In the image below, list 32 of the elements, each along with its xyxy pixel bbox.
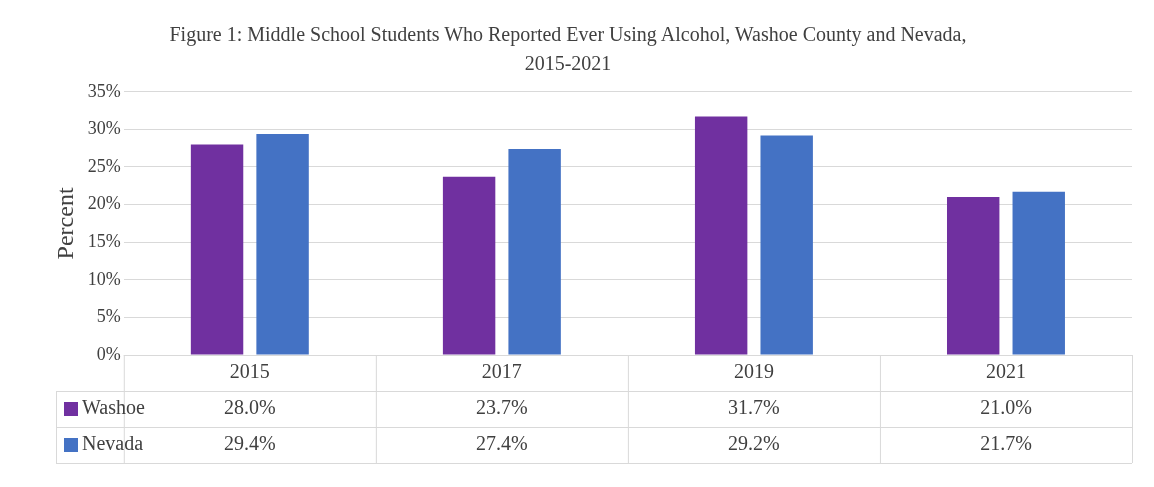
y-axis-title: Percent bbox=[51, 187, 78, 260]
data-label: 21.0% bbox=[980, 396, 1032, 419]
legend-label: Washoe bbox=[82, 396, 145, 419]
bar bbox=[946, 197, 1000, 355]
y-tick-label: 25% bbox=[87, 155, 121, 176]
y-tick-label: 15% bbox=[87, 230, 121, 251]
data-label: 21.7% bbox=[980, 432, 1032, 455]
bar bbox=[190, 144, 244, 355]
bar bbox=[1012, 191, 1065, 355]
y-tick-label: 35% bbox=[87, 80, 121, 101]
bar bbox=[508, 148, 561, 355]
legend-label: Nevada bbox=[82, 432, 144, 455]
y-tick-label: 5% bbox=[96, 306, 121, 327]
bar bbox=[694, 116, 748, 355]
x-tick-label: 2019 bbox=[733, 360, 774, 383]
y-tick-label: 0% bbox=[96, 343, 121, 364]
chart-title: Figure 1: Middle School Students Who Reported Ever Using Alcohol, Washoe County and Nevada, 2015-2021 bbox=[168, 22, 968, 76]
data-label: 27.4% bbox=[476, 432, 528, 455]
bar bbox=[760, 135, 813, 355]
x-tick-label: 2017 bbox=[481, 360, 522, 383]
bar bbox=[256, 133, 309, 355]
x-tick-label: 2015 bbox=[229, 360, 270, 383]
data-label: 29.4% bbox=[223, 432, 276, 455]
y-tick-label: 30% bbox=[87, 118, 121, 139]
data-label: 29.2% bbox=[728, 432, 780, 455]
data-label: 31.7% bbox=[728, 396, 780, 419]
bar bbox=[442, 176, 496, 355]
y-tick-label: 20% bbox=[87, 193, 121, 214]
x-tick-label: 2021 bbox=[985, 360, 1026, 383]
data-label: 23.7% bbox=[476, 396, 528, 419]
y-tick-label: 10% bbox=[87, 268, 121, 289]
data-label: 28.0% bbox=[223, 396, 276, 419]
